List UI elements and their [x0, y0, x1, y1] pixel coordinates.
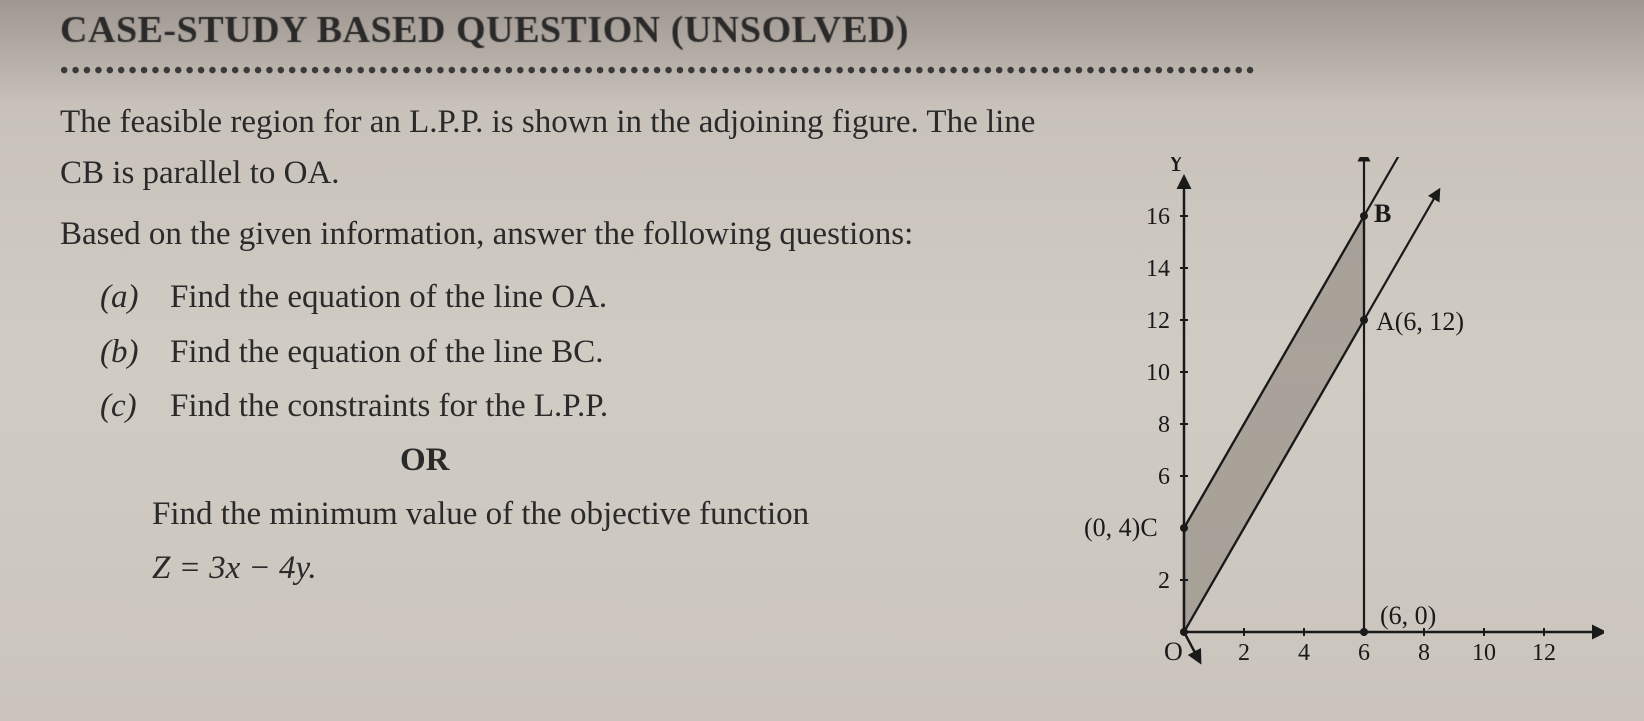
svg-text:12: 12 — [1146, 308, 1170, 334]
separator-dots: ••••••••••••••••••••••••••••••••••••••••… — [60, 58, 1604, 85]
svg-text:8: 8 — [1418, 640, 1430, 666]
svg-text:10: 10 — [1472, 640, 1496, 666]
svg-text:12: 12 — [1532, 640, 1556, 666]
alt-question: Find the minimum value of the objective … — [152, 487, 1044, 596]
svg-text:10: 10 — [1146, 360, 1170, 386]
intro-paragraph: The feasible region for an L.P.P. is sho… — [60, 97, 1044, 199]
question-b: (b) Find the equation of the line BC. — [100, 325, 1044, 379]
svg-text:A(6, 12): A(6, 12) — [1376, 307, 1464, 336]
svg-text:Y: Y — [1166, 157, 1186, 178]
case-study-heading: CASE-STUDY BASED QUESTION (UNSOLVED) — [60, 0, 1606, 52]
alt-text: Find the minimum value of the objective … — [152, 496, 809, 532]
lead-paragraph: Based on the given information, answer t… — [60, 209, 1044, 260]
question-a: (a) Find the equation of the line OA. — [100, 270, 1044, 324]
question-b-label: (b) — [100, 325, 152, 379]
svg-text:B: B — [1374, 199, 1391, 228]
svg-text:2: 2 — [1238, 640, 1250, 666]
or-separator: OR — [400, 442, 1044, 479]
svg-text:(0, 4)C: (0, 4)C — [1084, 513, 1158, 542]
svg-text:4: 4 — [1298, 640, 1310, 666]
question-c: (c) Find the constraints for the L.P.P. — [100, 379, 1044, 433]
question-c-text: Find the constraints for the L.P.P. — [170, 379, 608, 433]
svg-text:2: 2 — [1158, 568, 1170, 594]
svg-text:(6, 0): (6, 0) — [1380, 601, 1436, 630]
question-a-text: Find the equation of the line OA. — [170, 270, 607, 324]
svg-text:6: 6 — [1158, 464, 1170, 490]
question-a-label: (a) — [100, 270, 152, 324]
svg-text:14: 14 — [1146, 256, 1170, 282]
svg-text:8: 8 — [1158, 412, 1170, 438]
svg-text:6: 6 — [1358, 640, 1370, 666]
svg-text:O: O — [1164, 637, 1183, 666]
question-c-label: (c) — [100, 379, 152, 433]
question-b-text: Find the equation of the line BC. — [170, 325, 604, 379]
svg-text:16: 16 — [1146, 204, 1170, 230]
lpp-figure: 2 4 6 8 10 12 2 6 8 10 12 14 16 O A(6, 12) B (0, 4)C (6, … — [1064, 157, 1604, 717]
lpp-chart-svg: 2 4 6 8 10 12 2 6 8 10 12 14 16 O A(6, 12) B (0, 4)C (6, … — [1064, 157, 1604, 717]
alt-equation: Z = 3x − 4y. — [152, 550, 317, 586]
